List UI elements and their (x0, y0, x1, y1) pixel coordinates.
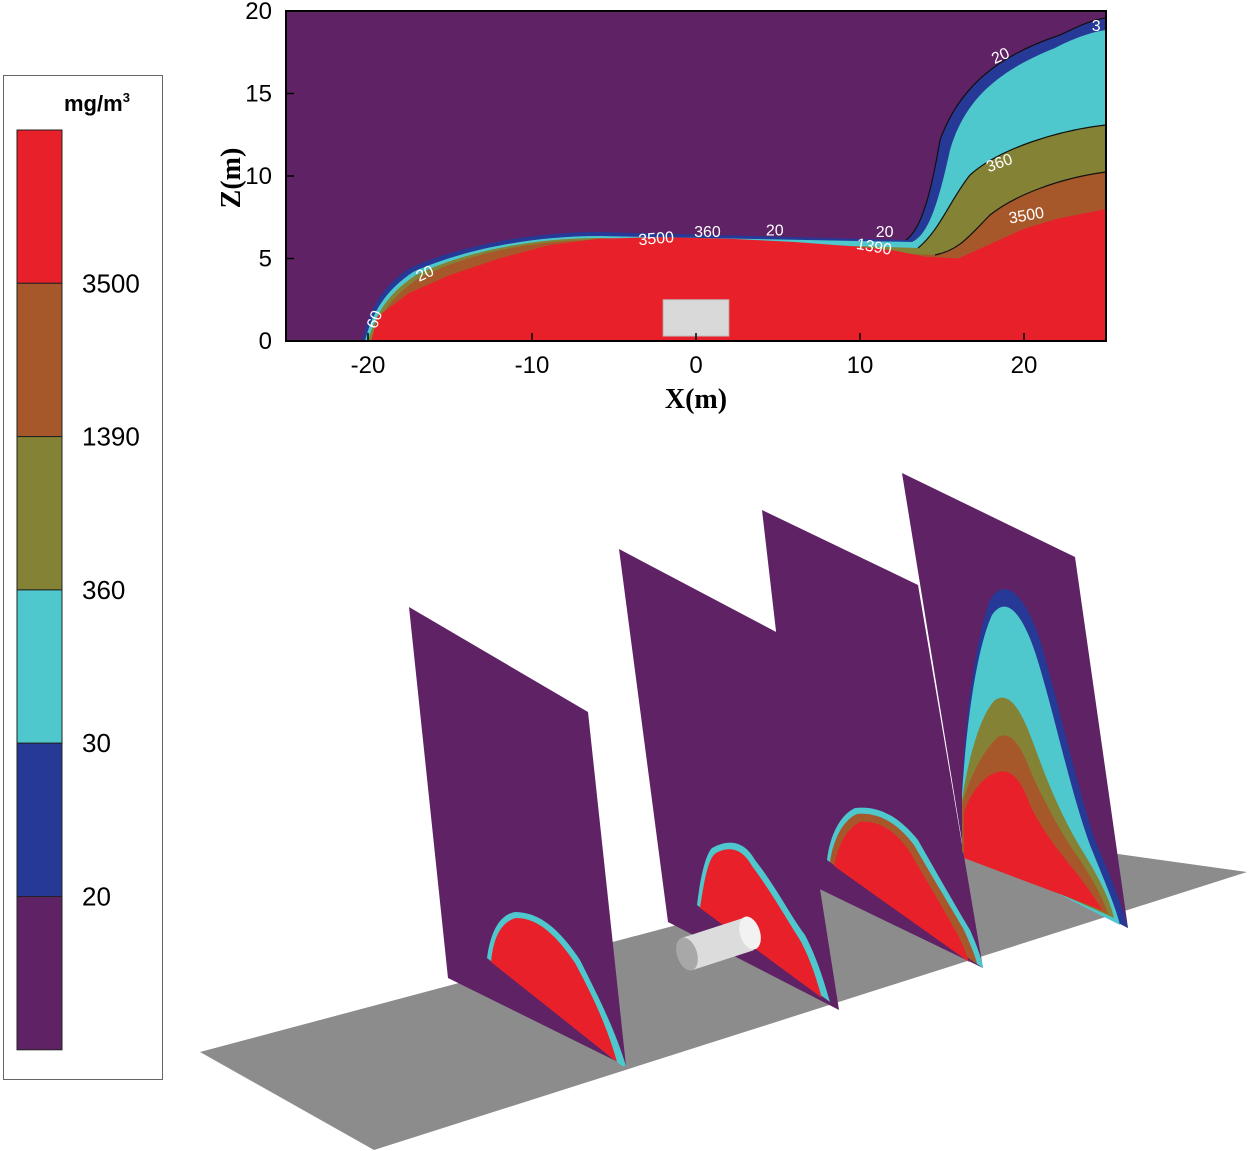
contour-label: 360 (694, 224, 721, 241)
contour-label: 60 (364, 308, 386, 331)
colorbar-level-label: 360 (82, 575, 125, 605)
cross-section-slice-4 (902, 473, 1128, 928)
y-tick-label: 10 (245, 163, 272, 190)
contour-label: 1390 (855, 236, 893, 259)
building-block (662, 299, 730, 337)
slice-2-core (700, 849, 822, 998)
x-axis-title: X(m) (665, 384, 727, 415)
contour-core-red (371, 209, 1106, 341)
slice-1-core (491, 918, 617, 1062)
x-tick-label: -10 (515, 352, 550, 379)
slice-3-plane (762, 510, 983, 968)
colorbar-level-label: 30 (82, 728, 111, 758)
contour-label: 3500 (638, 229, 675, 249)
y-axis-ticks: 0 5 10 15 20 (245, 0, 294, 355)
contour-label: 3500 (1007, 205, 1045, 228)
y-tick-label: 0 (259, 328, 272, 355)
y-tick-label: 20 (245, 0, 272, 25)
slice-4-core (964, 771, 1102, 910)
colorbar-labels: 3500 1390 360 30 20 (82, 268, 140, 911)
contour-label: 3 (1092, 18, 1101, 35)
colorbar-level-label: 3500 (82, 268, 140, 298)
colorbar-level-label: 1390 (82, 422, 140, 452)
x-tick-label: -20 (351, 352, 386, 379)
colorbar-level-label: 20 (82, 882, 111, 912)
contour-lines (905, 17, 1107, 256)
contour-label: 20 (766, 222, 784, 239)
colorbar-unit-base: mg/m (64, 91, 123, 116)
colorbar-block-5 (16, 742, 63, 898)
cross-section-slice-3 (762, 510, 983, 968)
colorbar-unit-exponent: 3 (123, 90, 130, 105)
cylinder-obstacle (676, 916, 761, 971)
x-tick-label: 20 (1011, 352, 1038, 379)
ground-surface (200, 838, 1247, 1150)
colorbar-block-2 (16, 282, 63, 438)
y-tick-label: 5 (259, 246, 272, 273)
y-tick-label: 15 (245, 81, 272, 108)
x-tick-label: 0 (689, 352, 702, 379)
x-tick-label: 10 (847, 352, 874, 379)
contour-label: 20 (876, 224, 894, 241)
colorbar-block-6 (16, 896, 63, 1051)
colorbar-blocks (16, 129, 63, 1051)
x-axis-ticks: -20 -10 0 10 20 (351, 333, 1038, 379)
slice-3-core (834, 821, 969, 962)
colorbar-unit: mg/m3 (64, 90, 130, 116)
y-axis-title: Z(m) (216, 148, 247, 209)
contour-label: 20 (413, 263, 436, 286)
colorbar-block-4 (16, 589, 63, 744)
colorbar-block-3 (16, 436, 63, 591)
cross-section-slice-1 (409, 607, 626, 1066)
plume-contours (362, 17, 1107, 341)
colorbar-block-1 (16, 129, 63, 284)
contour-label: 20 (989, 45, 1012, 68)
